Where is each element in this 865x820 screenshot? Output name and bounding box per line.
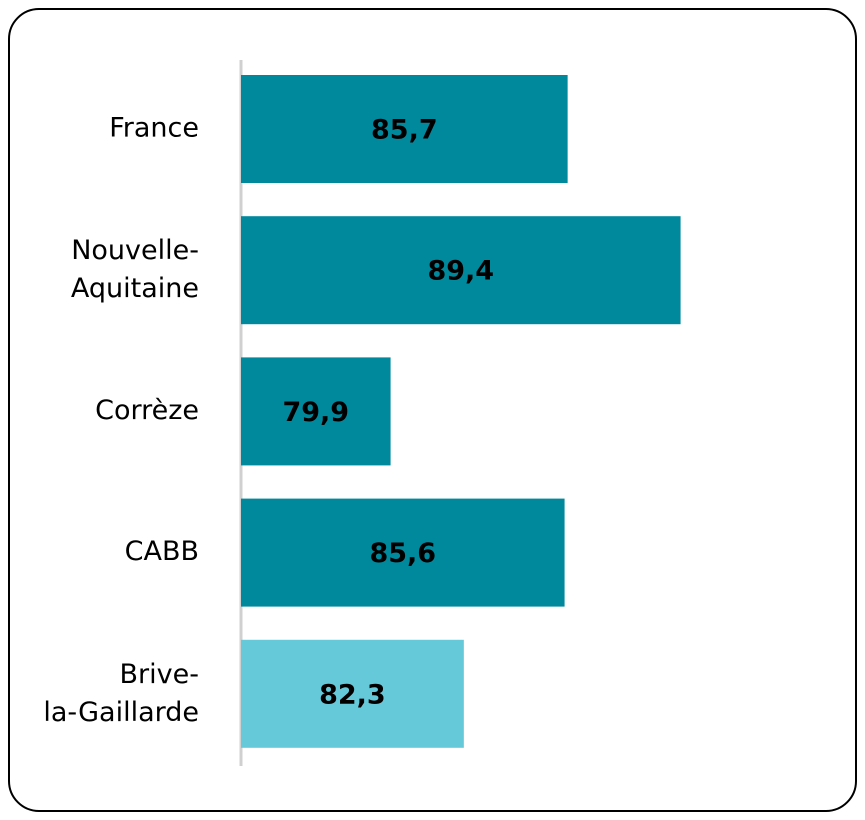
bar — [241, 357, 391, 466]
category-label: Brive-la-Gaillarde — [43, 658, 199, 727]
bar — [241, 216, 681, 325]
value-label: 85,7 — [371, 115, 438, 146]
value-label: 85,6 — [369, 538, 436, 569]
frame — [8, 8, 857, 812]
value-label: 79,9 — [282, 397, 349, 428]
bar — [241, 75, 568, 183]
category-label: France — [109, 113, 199, 144]
bar — [241, 639, 464, 748]
bar — [241, 498, 565, 607]
category-label: CABB — [125, 536, 199, 567]
value-label: 82,3 — [319, 679, 386, 710]
category-label: Corrèze — [95, 395, 199, 426]
value-label: 89,4 — [427, 256, 494, 287]
category-label: Nouvelle-Aquitaine — [71, 235, 199, 304]
